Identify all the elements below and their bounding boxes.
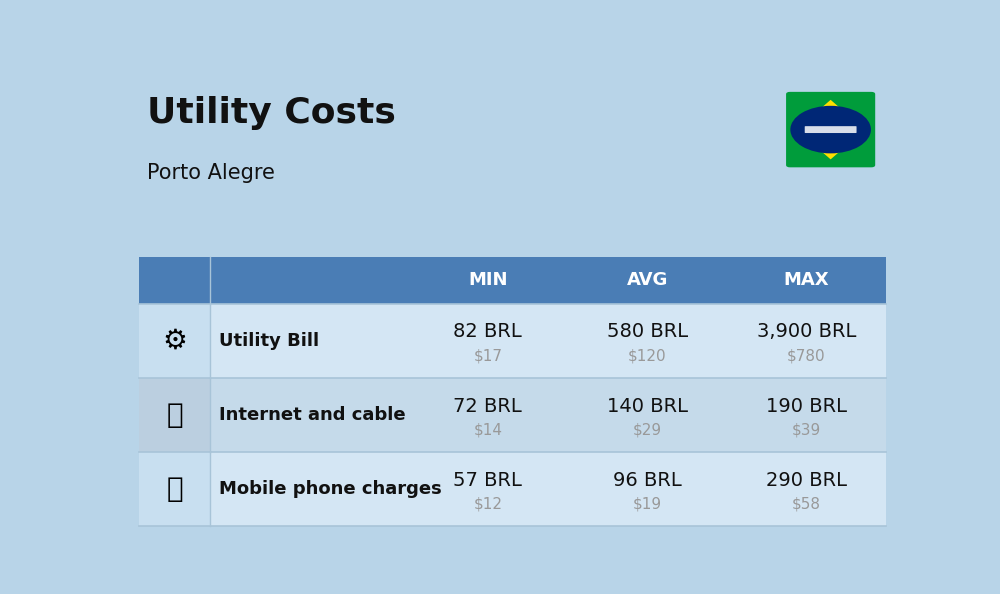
FancyBboxPatch shape bbox=[139, 452, 886, 526]
Text: 140 BRL: 140 BRL bbox=[607, 397, 688, 416]
Text: 3,900 BRL: 3,900 BRL bbox=[757, 323, 856, 342]
FancyBboxPatch shape bbox=[805, 126, 857, 133]
Text: Mobile phone charges: Mobile phone charges bbox=[219, 481, 442, 498]
Text: 📱: 📱 bbox=[166, 475, 183, 503]
FancyBboxPatch shape bbox=[786, 92, 875, 168]
FancyBboxPatch shape bbox=[139, 257, 886, 304]
Text: $29: $29 bbox=[633, 422, 662, 437]
Text: Internet and cable: Internet and cable bbox=[219, 406, 406, 424]
Text: $17: $17 bbox=[473, 348, 502, 363]
FancyBboxPatch shape bbox=[139, 378, 886, 452]
Text: $120: $120 bbox=[628, 348, 666, 363]
Text: Utility Bill: Utility Bill bbox=[219, 332, 319, 350]
Text: AVG: AVG bbox=[626, 271, 668, 289]
Text: 290 BRL: 290 BRL bbox=[766, 471, 847, 490]
Text: Utility Costs: Utility Costs bbox=[147, 96, 396, 131]
Circle shape bbox=[790, 106, 871, 153]
Text: $12: $12 bbox=[473, 497, 502, 511]
Text: 57 BRL: 57 BRL bbox=[453, 471, 522, 490]
Text: 82 BRL: 82 BRL bbox=[453, 323, 522, 342]
Text: $14: $14 bbox=[473, 422, 502, 437]
Text: $780: $780 bbox=[787, 348, 826, 363]
Text: 96 BRL: 96 BRL bbox=[613, 471, 681, 490]
Text: $19: $19 bbox=[633, 497, 662, 511]
FancyBboxPatch shape bbox=[139, 378, 210, 452]
Text: $39: $39 bbox=[792, 422, 821, 437]
Text: 72 BRL: 72 BRL bbox=[453, 397, 522, 416]
FancyBboxPatch shape bbox=[139, 452, 210, 526]
Text: 📡: 📡 bbox=[166, 401, 183, 429]
Text: MIN: MIN bbox=[468, 271, 508, 289]
Text: ⚙: ⚙ bbox=[162, 327, 187, 355]
Text: MAX: MAX bbox=[784, 271, 829, 289]
Text: 190 BRL: 190 BRL bbox=[766, 397, 847, 416]
Text: 580 BRL: 580 BRL bbox=[607, 323, 688, 342]
FancyBboxPatch shape bbox=[139, 304, 210, 378]
Text: Porto Alegre: Porto Alegre bbox=[147, 163, 275, 183]
FancyBboxPatch shape bbox=[139, 257, 886, 526]
Text: $58: $58 bbox=[792, 497, 821, 511]
Polygon shape bbox=[796, 100, 865, 159]
FancyBboxPatch shape bbox=[139, 304, 886, 378]
